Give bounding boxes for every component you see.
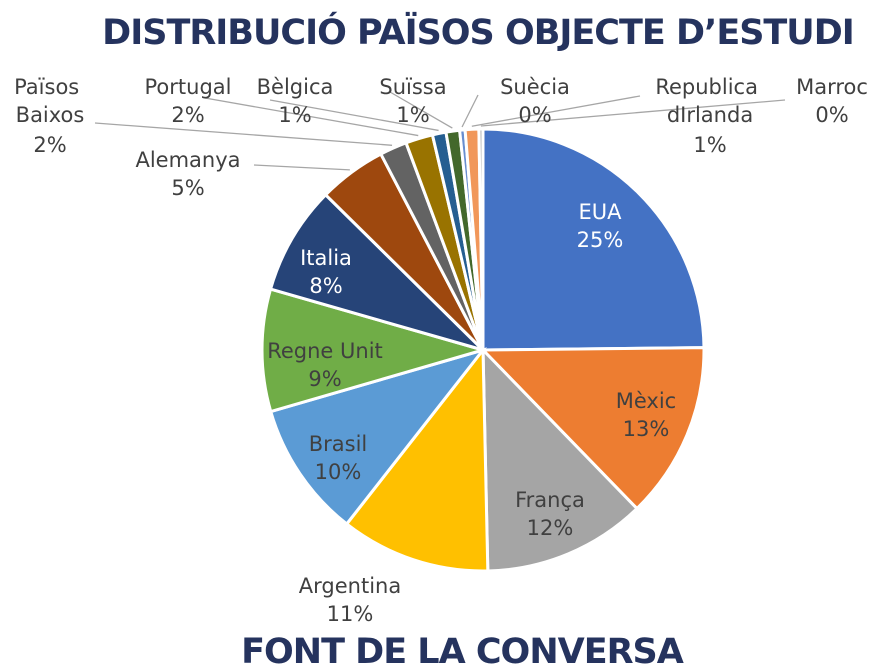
slice-label: Marroc <box>796 75 868 99</box>
slice-value-label: 10% <box>315 460 362 484</box>
slice-value-label: 12% <box>527 516 574 540</box>
pie-slice <box>268 192 485 352</box>
slice-value-label: 1% <box>278 103 311 127</box>
slice-label: Republica dIrlanda <box>655 75 764 127</box>
slice-value-label: 8% <box>309 274 342 298</box>
slice-label: Països Baixos <box>14 75 86 127</box>
slice-value-label: 0% <box>815 103 848 127</box>
chart-title: DISTRIBUCIÓ PAÏSOS OBJECTE D’ESTUDI <box>102 11 854 53</box>
pie-slice <box>481 127 706 352</box>
leader-line <box>269 99 439 132</box>
leader-line <box>461 94 479 128</box>
leader-line <box>480 99 786 127</box>
leader-line <box>471 95 641 127</box>
slice-label: Argentina <box>299 574 401 598</box>
slice-value-label: 13% <box>623 417 670 441</box>
pie-slice <box>268 347 488 527</box>
chart-caption: FONT DE LA CONVERSA <box>241 632 684 669</box>
slice-label: Suïssa <box>379 75 446 99</box>
slice-label: Suècia <box>500 75 570 99</box>
pie-slice <box>260 287 489 414</box>
slice-value-label: 2% <box>171 103 204 127</box>
slice-value-label: 5% <box>171 176 204 200</box>
slice-value-label: 25% <box>577 228 624 252</box>
leader-line <box>94 122 393 146</box>
slice-label: Portugal <box>145 75 232 99</box>
slice-value-label: 0% <box>518 103 551 127</box>
slice-label: França <box>515 488 585 512</box>
slice-value-label: 2% <box>33 133 66 157</box>
leader-line <box>253 164 350 171</box>
slice-label: EUA <box>578 200 622 224</box>
slice-label: Italia <box>300 246 352 270</box>
pie-slice <box>477 127 485 351</box>
slice-value-label: 11% <box>327 602 374 626</box>
slice-label: Alemanya <box>135 148 240 172</box>
slice-value-label: 1% <box>693 133 726 157</box>
leader-line <box>204 97 419 137</box>
slice-label: Mèxic <box>616 389 676 413</box>
slice-label: Regne Unit <box>267 339 383 363</box>
slice-label: Bèlgica <box>257 75 334 99</box>
pie-slice <box>479 346 706 511</box>
pie-slice <box>344 345 490 573</box>
leader-line <box>389 91 453 129</box>
slice-label: Brasil <box>309 432 368 456</box>
slice-value-label: 1% <box>396 103 429 127</box>
slice-value-label: 9% <box>308 367 341 391</box>
pie-slice <box>481 346 640 573</box>
